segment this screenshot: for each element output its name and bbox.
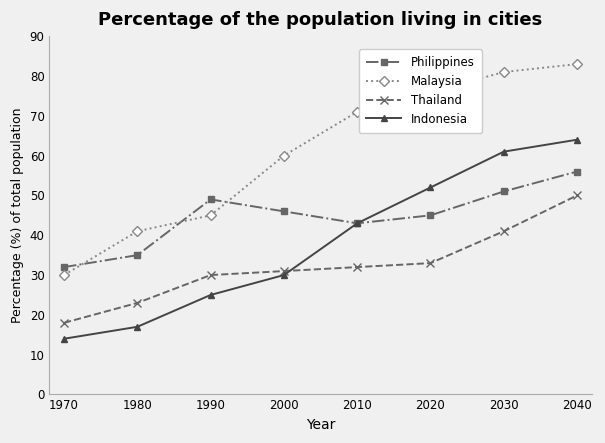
- Malaysia: [353, 109, 361, 114]
- Thailand: [60, 320, 68, 326]
- Malaysia: [574, 62, 581, 67]
- Philippines: [353, 221, 361, 226]
- Thailand: [353, 264, 361, 270]
- Thailand: [500, 229, 508, 234]
- Philippines: [207, 197, 214, 202]
- Malaysia: [500, 70, 508, 75]
- Philippines: [60, 264, 68, 270]
- Line: Philippines: Philippines: [60, 168, 581, 271]
- Indonesia: [574, 137, 581, 142]
- Malaysia: [60, 272, 68, 278]
- Line: Thailand: Thailand: [60, 191, 581, 327]
- Malaysia: [207, 213, 214, 218]
- Philippines: [574, 169, 581, 174]
- Thailand: [427, 260, 434, 266]
- X-axis label: Year: Year: [306, 418, 335, 432]
- Thailand: [134, 300, 141, 306]
- Philippines: [280, 209, 287, 214]
- Philippines: [500, 189, 508, 194]
- Indonesia: [500, 149, 508, 154]
- Indonesia: [353, 221, 361, 226]
- Malaysia: [427, 89, 434, 95]
- Indonesia: [427, 185, 434, 190]
- Philippines: [134, 253, 141, 258]
- Line: Indonesia: Indonesia: [60, 136, 581, 342]
- Thailand: [207, 272, 214, 278]
- Indonesia: [280, 272, 287, 278]
- Indonesia: [207, 292, 214, 298]
- Philippines: [427, 213, 434, 218]
- Thailand: [280, 268, 287, 274]
- Indonesia: [134, 324, 141, 330]
- Malaysia: [134, 229, 141, 234]
- Indonesia: [60, 336, 68, 342]
- Legend: Philippines, Malaysia, Thailand, Indonesia: Philippines, Malaysia, Thailand, Indones…: [359, 49, 482, 133]
- Malaysia: [280, 153, 287, 158]
- Thailand: [574, 193, 581, 198]
- Title: Percentage of the population living in cities: Percentage of the population living in c…: [99, 11, 543, 29]
- Y-axis label: Percentage (%) of total population: Percentage (%) of total population: [11, 108, 24, 323]
- Line: Malaysia: Malaysia: [60, 61, 581, 279]
